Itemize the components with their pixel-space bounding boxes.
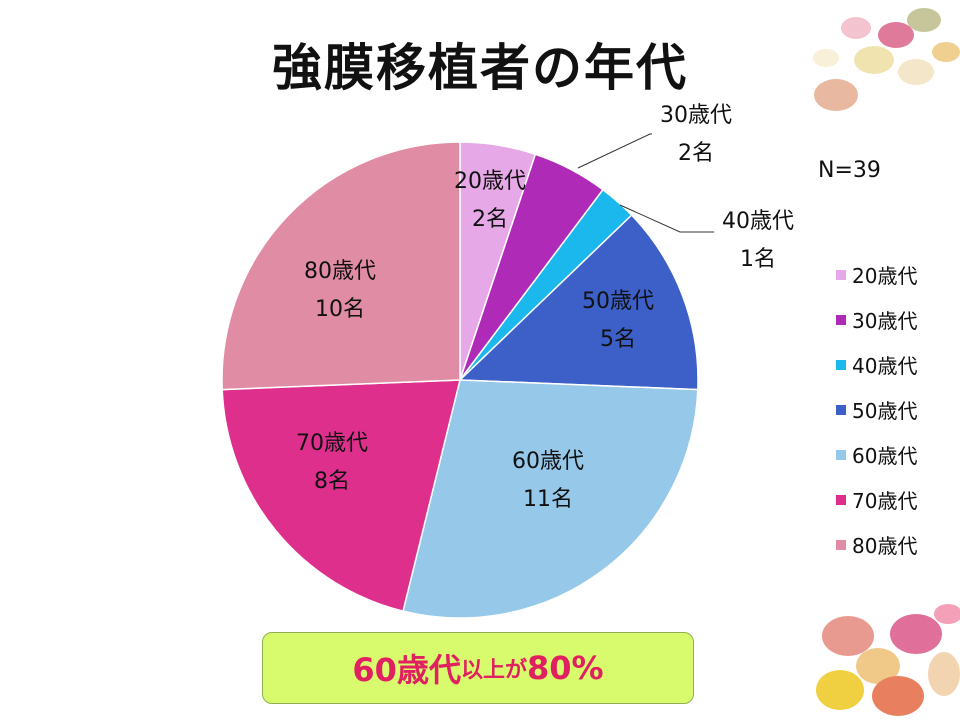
legend-item-2: 30歳代: [836, 297, 917, 342]
chart-legend: 20歳代 30歳代 40歳代 50歳代 60歳代 70歳代 80歳代: [836, 252, 917, 567]
legend-label-1: 20歳代: [852, 264, 918, 288]
leader-line-3: [619, 204, 714, 233]
chart-title: 強膜移植者の年代: [272, 39, 688, 97]
legend-swatch-4: [836, 404, 846, 415]
legend-swatch-3: [836, 359, 846, 370]
legend-item-6: 70歳代: [836, 477, 917, 522]
legend-label-4: 50歳代: [852, 399, 918, 423]
data-label-3-line-2: 1名: [740, 247, 776, 272]
summary-part2: 以上: [460, 658, 505, 683]
legend-item-3: 40歳代: [836, 342, 917, 387]
data-label-6-line-2: 8名: [314, 469, 350, 494]
legend-swatch-6: [836, 494, 846, 505]
data-label-2-line-1: 30歳代: [660, 103, 732, 128]
legend-item-4: 50歳代: [836, 387, 917, 432]
legend-swatch-2: [836, 314, 846, 325]
legend-label-5: 60歳代: [852, 444, 918, 468]
candy-eggs-bottom-right-image: [816, 604, 960, 716]
pie-slice-5: [402, 379, 699, 619]
leader-line-2: [577, 133, 652, 169]
legend-swatch-7: [836, 539, 846, 550]
legend-label-3: 40歳代: [852, 354, 918, 378]
data-label-3-line-1: 40歳代: [722, 209, 794, 234]
data-label-4-line-2: 5名: [600, 327, 636, 352]
data-label-6-line-1: 70歳代: [296, 431, 368, 456]
sample-size-label: N=39: [818, 158, 881, 183]
data-label-1-line-2: 2名: [472, 207, 508, 232]
data-label-5-line-1: 60歳代: [512, 449, 584, 474]
data-label-5-line-2: 11名: [523, 487, 573, 512]
legend-label-6: 70歳代: [852, 489, 918, 513]
data-label-7-line-1: 80歳代: [304, 259, 376, 284]
legend-swatch-1: [836, 269, 846, 280]
legend-item-5: 60歳代: [836, 432, 917, 477]
legend-item-1: 20歳代: [836, 252, 917, 297]
data-label-7-line-2: 10名: [315, 297, 365, 322]
pie-slice-7: [221, 141, 461, 391]
legend-label-7: 80歳代: [852, 534, 918, 558]
candy-eggs-top-right-image: [813, 8, 960, 111]
pie-slice-6: [221, 379, 461, 612]
summary-callout: 60歳代 以上 が 80%: [262, 632, 694, 704]
summary-part3: が: [504, 658, 527, 683]
summary-part1: 60歳代: [352, 651, 461, 689]
summary-part4: 80%: [526, 649, 604, 687]
data-label-4-line-1: 50歳代: [582, 289, 654, 314]
legend-item-7: 80歳代: [836, 522, 917, 567]
legend-swatch-5: [836, 449, 846, 460]
data-label-1-line-1: 20歳代: [454, 169, 526, 194]
pie-slice-4: [458, 214, 699, 391]
data-label-2-line-2: 2名: [678, 141, 714, 166]
legend-label-2: 30歳代: [852, 309, 918, 333]
